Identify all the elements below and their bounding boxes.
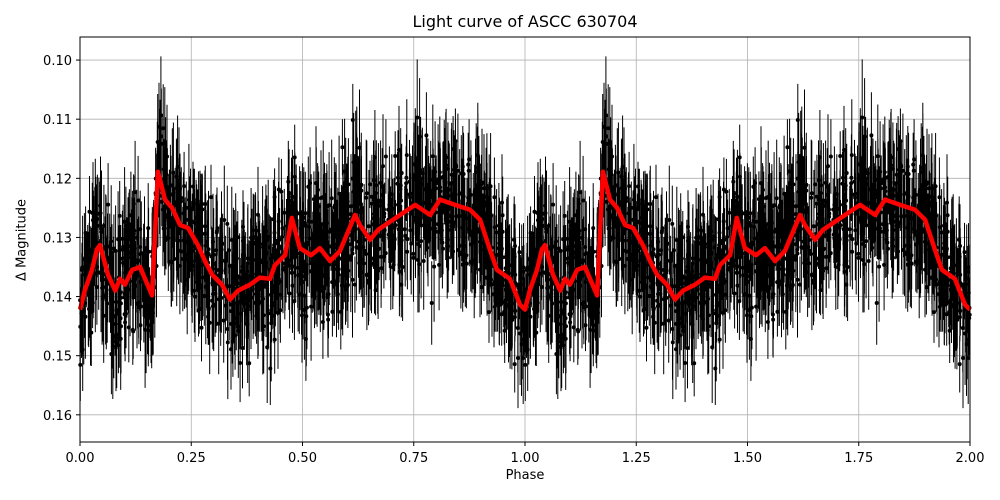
svg-text:0.50: 0.50 [288, 451, 317, 466]
svg-text:0.14: 0.14 [43, 291, 72, 306]
svg-text:0.12: 0.12 [43, 172, 72, 187]
svg-text:0.10: 0.10 [43, 54, 72, 69]
chart-title: Light curve of ASCC 630704 [412, 12, 638, 31]
x-axis-label: Phase [505, 468, 545, 483]
svg-text:0.11: 0.11 [43, 113, 72, 128]
svg-text:1.50: 1.50 [733, 451, 762, 466]
svg-text:0.25: 0.25 [177, 451, 206, 466]
svg-text:1.75: 1.75 [844, 451, 873, 466]
svg-text:0.13: 0.13 [43, 231, 72, 246]
svg-text:0.00: 0.00 [66, 451, 95, 466]
svg-text:0.75: 0.75 [399, 451, 428, 466]
axes: 0.00 0.25 0.50 0.75 1.00 1.25 1.50 1.75 2.00 0.10… [43, 36, 985, 466]
svg-text:0.15: 0.15 [43, 350, 72, 365]
svg-text:1.25: 1.25 [622, 451, 651, 466]
svg-text:0.16: 0.16 [43, 409, 72, 424]
binned-mean-curve [77, 169, 972, 312]
svg-text:2.00: 2.00 [956, 451, 985, 466]
svg-text:1.00: 1.00 [511, 451, 540, 466]
